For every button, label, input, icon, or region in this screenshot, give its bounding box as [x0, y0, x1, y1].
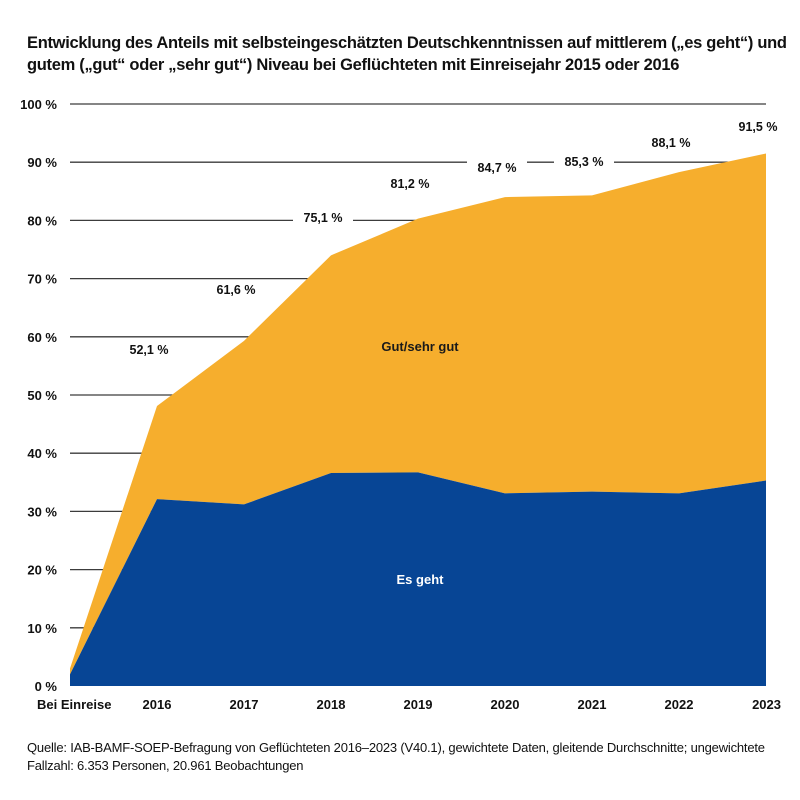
y-tick-label: 50 %	[27, 388, 57, 403]
total-value-label: 52,1 %	[130, 343, 169, 357]
area-label-gut-sehr-gut: Gut/sehr gut	[381, 339, 459, 354]
label-halo	[206, 281, 266, 299]
y-tick-label: 60 %	[27, 330, 57, 345]
total-value-labels: 52,1 % 61,6 % 75,1 % 81,2 % 84,7 % 85,3 % 88,1…	[119, 118, 788, 359]
y-tick-label: 80 %	[27, 213, 57, 228]
area-gut-sehr-gut	[70, 153, 766, 675]
total-value-label: 84,7 %	[478, 161, 517, 175]
label-halo	[467, 159, 527, 177]
label-halo	[293, 209, 353, 227]
chart-title: Entwicklung des Anteils mit selbsteinges…	[27, 34, 787, 74]
x-tick-label: 2018	[317, 697, 346, 712]
x-tick-label: 2022	[665, 697, 694, 712]
x-tick-label: Bei Einreise	[37, 697, 111, 712]
y-tick-label: 10 %	[27, 621, 57, 636]
total-value-label: 75,1 %	[304, 211, 343, 225]
area-es-geht	[70, 472, 766, 686]
y-tick-label: 90 %	[27, 155, 57, 170]
x-axis-tick-labels: Bei Einreise 2016 2017 2018 2019 2020 2021 2022…	[37, 697, 781, 712]
y-tick-label: 40 %	[27, 446, 57, 461]
area-label-es-geht: Es geht	[397, 572, 445, 587]
area-layers	[70, 153, 766, 686]
y-tick-label: 30 %	[27, 504, 57, 519]
x-tick-label: 2017	[230, 697, 259, 712]
label-halo	[119, 341, 179, 359]
x-tick-label: 2021	[578, 697, 607, 712]
y-tick-label: 100 %	[20, 97, 57, 112]
total-value-label: 91,5 %	[739, 120, 778, 134]
y-axis-tick-labels: 0 % 10 % 20 % 30 % 40 % 50 % 60 % 70 % 80 % 90 % 1…	[20, 97, 57, 694]
total-value-label: 88,1 %	[652, 136, 691, 150]
label-halo	[554, 153, 614, 171]
y-tick-label: 20 %	[27, 563, 57, 578]
total-value-label: 81,2 %	[391, 177, 430, 191]
source-note: Quelle: IAB-BAMF-SOEP-Befragung von Gefl…	[27, 740, 765, 773]
y-tick-label: 0 %	[35, 679, 58, 694]
label-halo	[641, 134, 701, 152]
total-value-label: 61,6 %	[217, 283, 256, 297]
x-tick-label: 2023	[752, 697, 781, 712]
label-halo	[380, 175, 440, 193]
y-tick-label: 70 %	[27, 272, 57, 287]
total-value-label: 85,3 %	[565, 155, 604, 169]
x-tick-label: 2019	[404, 697, 433, 712]
x-tick-label: 2020	[491, 697, 520, 712]
x-tick-label: 2016	[143, 697, 172, 712]
label-halo	[728, 118, 788, 136]
